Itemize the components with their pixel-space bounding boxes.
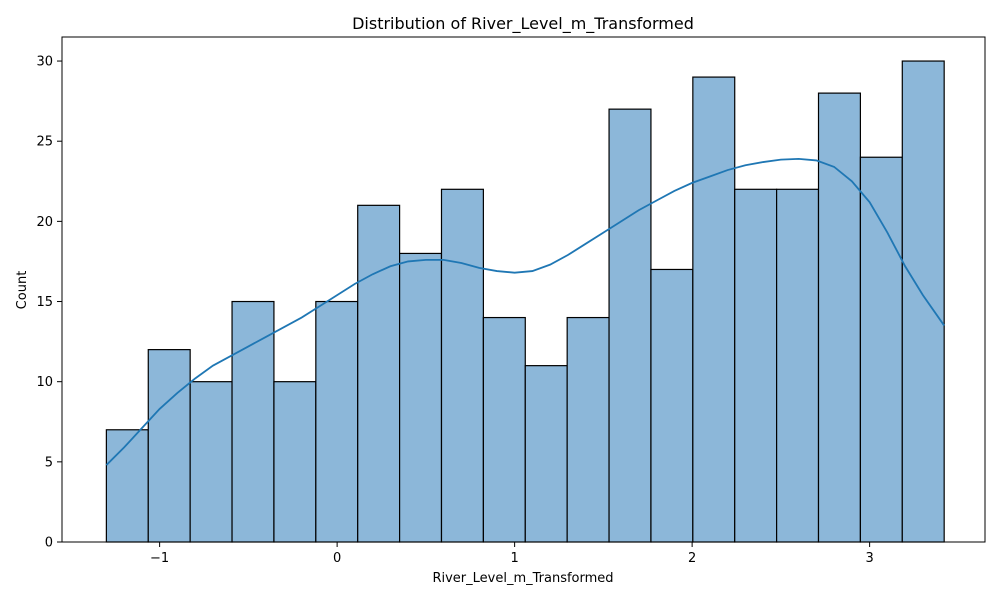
bars-group	[105, 60, 945, 543]
histogram-bar	[650, 268, 694, 543]
y-tick-label: 30	[36, 55, 53, 70]
x-tick-label: 3	[865, 551, 873, 566]
x-axis-label: River_Level_m_Transformed	[432, 571, 613, 586]
histogram-bar	[566, 316, 610, 543]
y-axis-ticks: 0 5 10 15 20 25 30	[36, 55, 62, 551]
histogram-bar	[273, 381, 317, 543]
y-tick-label: 15	[36, 295, 53, 310]
histogram-bar	[231, 300, 275, 543]
x-tick-label: 0	[333, 551, 341, 566]
y-tick-label: 0	[45, 536, 53, 551]
kde-curve	[105, 157, 945, 466]
y-tick-label: 5	[45, 455, 53, 470]
histogram-bar	[189, 381, 233, 543]
histogram-bar	[524, 365, 568, 543]
x-tick-label: 2	[688, 551, 696, 566]
histogram-bar	[399, 252, 443, 543]
histogram-bar	[482, 316, 526, 543]
y-tick-label: 25	[36, 135, 53, 150]
histogram-bar	[692, 76, 736, 543]
histogram-bar	[440, 188, 484, 543]
histogram-bar	[315, 300, 359, 543]
y-axis-label: Count	[15, 271, 30, 310]
histogram-bar	[901, 60, 945, 543]
x-axis-ticks: −1 0 1 2 3	[150, 542, 874, 566]
chart-title: Distribution of River_Level_m_Transforme…	[352, 14, 694, 34]
histogram-bar	[147, 349, 191, 543]
histogram-bar	[357, 204, 401, 543]
histogram-bar	[776, 188, 820, 543]
histogram-bar	[105, 429, 149, 543]
y-tick-label: 20	[36, 215, 53, 230]
plot-frame	[61, 36, 986, 543]
x-tick-label: −1	[150, 551, 169, 566]
histogram-bar	[859, 156, 903, 543]
histogram-bar	[608, 108, 652, 543]
y-tick-label: 10	[36, 375, 53, 390]
x-tick-label: 1	[510, 551, 518, 566]
histogram-bar	[734, 188, 778, 543]
histogram-bar	[817, 92, 861, 543]
